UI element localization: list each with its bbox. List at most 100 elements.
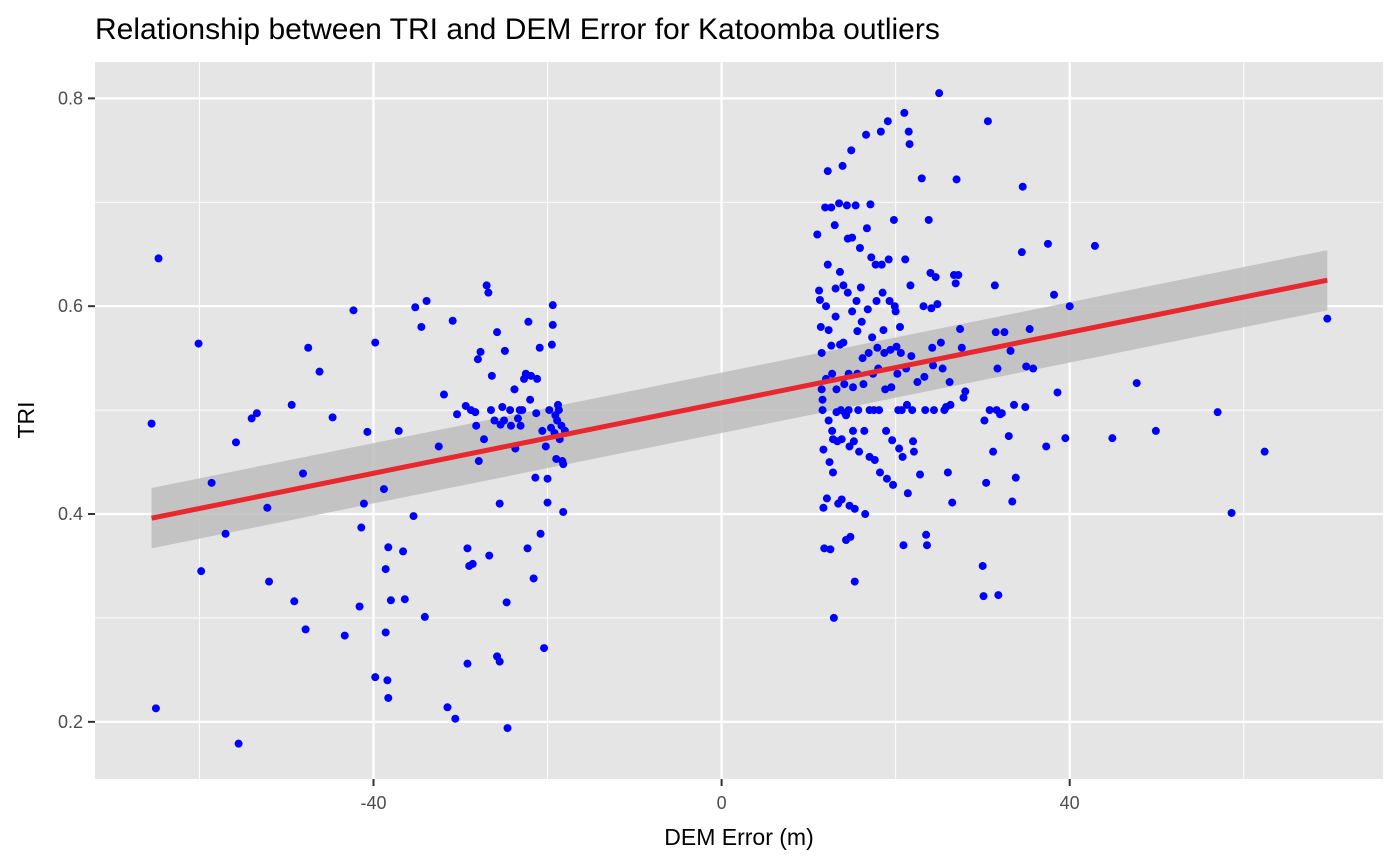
data-point: [945, 378, 954, 387]
data-point: [857, 317, 866, 326]
data-point: [943, 468, 952, 477]
data-point: [837, 495, 846, 504]
x-axis-title: DEM Error (m): [664, 824, 813, 850]
data-point: [881, 385, 890, 394]
data-point: [263, 503, 272, 512]
data-point: [897, 406, 906, 415]
data-point: [867, 253, 876, 262]
data-point: [906, 281, 915, 290]
data-point: [384, 543, 393, 552]
data-point: [849, 426, 858, 435]
data-point: [231, 438, 240, 447]
data-point: [879, 326, 888, 335]
data-point: [290, 597, 299, 606]
data-point: [513, 414, 522, 423]
data-point: [839, 281, 848, 290]
data-point: [823, 260, 832, 269]
data-point: [1025, 325, 1034, 334]
data-point: [817, 348, 826, 357]
x-axis: -40 0 40: [360, 779, 1080, 813]
major-gridlines: [95, 62, 1383, 779]
data-point: [548, 320, 557, 329]
data-point: [524, 317, 533, 326]
data-point: [1022, 362, 1031, 371]
data-point: [1042, 442, 1051, 451]
data-point: [982, 478, 991, 487]
data-point: [1090, 241, 1099, 250]
data-point: [1043, 239, 1052, 248]
data-point: [956, 325, 965, 334]
data-point: [384, 693, 393, 702]
data-point: [154, 254, 163, 263]
data-point: [815, 286, 824, 295]
data-point: [872, 297, 881, 305]
data-point: [1029, 364, 1038, 373]
data-point: [946, 400, 955, 409]
data-point: [422, 297, 431, 305]
data-point: [855, 447, 864, 456]
data-point: [1260, 447, 1269, 456]
data-point: [482, 281, 491, 290]
data-point: [888, 436, 897, 445]
data-point: [474, 457, 483, 466]
data-point: [287, 400, 296, 409]
data-point: [902, 400, 911, 409]
data-point: [247, 414, 256, 423]
data-point: [533, 374, 542, 383]
data-point: [921, 406, 930, 415]
data-point: [1050, 290, 1059, 299]
data-point: [862, 130, 871, 139]
data-point: [819, 445, 828, 454]
data-point: [993, 364, 1002, 373]
data-point: [443, 703, 452, 712]
data-point: [506, 406, 515, 415]
data-point: [908, 406, 917, 415]
data-point: [559, 507, 568, 516]
data-point: [835, 199, 844, 208]
data-point: [871, 260, 880, 269]
data-point: [886, 345, 895, 354]
data-point: [848, 233, 857, 242]
data-point: [554, 406, 563, 415]
data-point: [919, 302, 928, 311]
data-point: [529, 574, 538, 583]
data-point: [532, 409, 541, 418]
data-point: [1323, 314, 1332, 323]
data-point: [856, 283, 865, 292]
data-point: [909, 447, 918, 456]
data-point: [552, 454, 561, 463]
data-point: [839, 338, 848, 347]
data-point: [893, 369, 902, 378]
data-point: [985, 406, 994, 415]
data-point: [495, 499, 504, 508]
data-point: [873, 343, 882, 352]
data-point: [978, 561, 987, 570]
data-point: [954, 271, 963, 280]
data-point: [896, 348, 905, 357]
data-point: [830, 221, 839, 230]
data-point: [545, 406, 554, 415]
data-point: [876, 127, 885, 136]
data-point: [847, 146, 856, 155]
data-point: [315, 367, 324, 376]
data-point: [928, 343, 937, 352]
data-point: [990, 281, 999, 290]
data-point: [500, 416, 509, 425]
data-point: [899, 541, 908, 550]
data-point: [1061, 434, 1070, 443]
data-point: [484, 288, 493, 297]
data-point: [1151, 426, 1160, 435]
data-point: [885, 297, 894, 305]
y-axis: 0.2 0.4 0.6 0.8: [58, 88, 95, 732]
data-point: [399, 547, 408, 556]
data-point: [1010, 400, 1019, 409]
data-point: [855, 244, 864, 253]
data-point: [823, 167, 832, 176]
data-point: [917, 174, 926, 183]
data-point: [861, 510, 870, 519]
y-tick-label: 0.6: [58, 296, 83, 316]
data-point: [194, 339, 203, 348]
data-point: [951, 279, 960, 288]
data-point: [904, 127, 913, 136]
data-point: [948, 498, 957, 507]
